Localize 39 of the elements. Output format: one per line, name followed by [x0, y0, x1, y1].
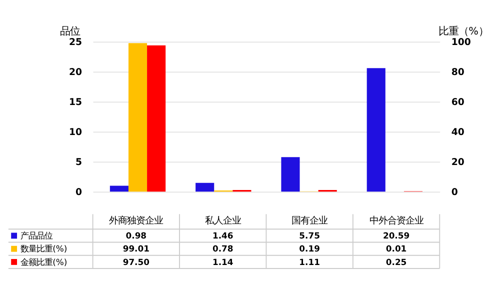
data-label: 20.59 — [382, 230, 410, 241]
data-label: 0.19 — [299, 244, 320, 254]
data-label: 1.14 — [212, 256, 234, 267]
data-label: 0.01 — [386, 244, 407, 254]
y-tick-label: 10 — [68, 126, 82, 138]
y2-tick-label: 40 — [451, 126, 465, 138]
x-tick-label: 外商独资企业 — [109, 216, 164, 227]
data-label: 0.98 — [126, 230, 147, 241]
y2-tick-label: 80 — [451, 66, 465, 78]
bar — [128, 43, 148, 192]
y2-tick-label: 20 — [451, 156, 465, 168]
bar — [110, 186, 128, 192]
x-tick-label: 国有企业 — [292, 216, 328, 227]
y-tick-label: 15 — [68, 96, 82, 108]
data-label: 5.75 — [299, 230, 320, 241]
legend-label: 数量比重(%) — [20, 244, 68, 254]
legend-label: 产品品位 — [20, 230, 53, 241]
x-tick-label: 私人企业 — [204, 216, 241, 227]
bar — [196, 182, 214, 192]
data-label: 0.78 — [212, 244, 234, 254]
data-label: 0.25 — [386, 256, 407, 267]
y-tick-label: 5 — [76, 156, 82, 168]
y2-tick-label: 0 — [451, 186, 458, 198]
x-tick-label: 中外合资企业 — [369, 216, 424, 227]
data-label: 1.46 — [212, 230, 234, 241]
data-label: 1.11 — [299, 256, 320, 267]
legend-label: 金额比重(%) — [20, 256, 68, 267]
bar — [366, 68, 386, 192]
data-label: 99.01 — [122, 244, 150, 254]
bar — [147, 45, 166, 192]
y2-tick-label: 100 — [451, 36, 472, 48]
y-tick-label: 0 — [76, 186, 83, 198]
y-tick-label: 25 — [68, 36, 82, 48]
y2-axis-title: 比重（%） — [438, 26, 488, 38]
y-tick-label: 20 — [68, 66, 82, 78]
bar — [281, 157, 300, 192]
data-label: 97.50 — [122, 256, 150, 267]
y-axis-title: 品位 — [60, 26, 80, 38]
y2-tick-label: 60 — [451, 96, 465, 108]
